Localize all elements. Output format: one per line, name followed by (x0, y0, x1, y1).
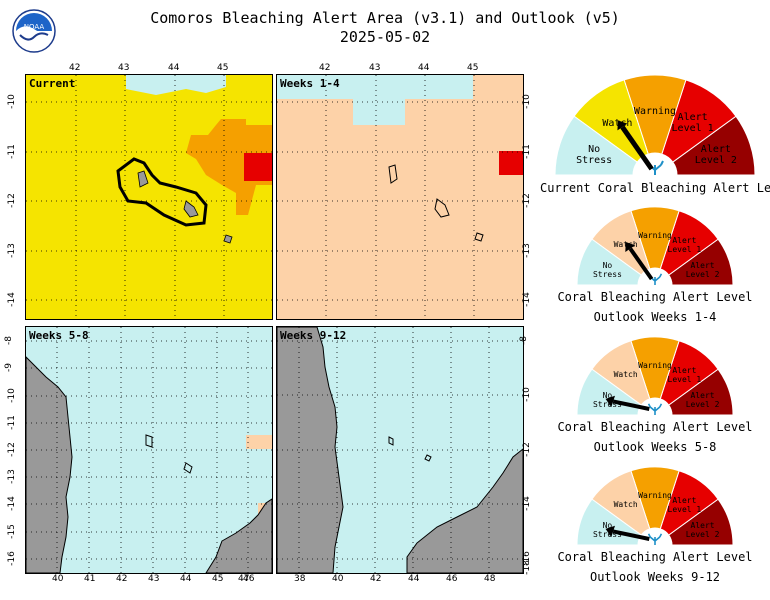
weeks-9-12-map-svg (277, 327, 523, 573)
gauge-label-warning: Warning (638, 230, 672, 240)
lon-tick-label: 40 (332, 574, 344, 584)
gauge-caption: Coral Bleaching Alert Level (557, 420, 753, 434)
map-panel-weeks-9-12: Weeks 9-12 (276, 326, 524, 574)
gauge-label-warning: Warning (633, 105, 677, 117)
lon-tick-label: 44 (180, 574, 192, 584)
lon-tick-label: 48 (484, 574, 496, 584)
coral-icon (647, 533, 663, 545)
gauge-label-alert1: Alert Level 1 (667, 365, 702, 384)
lon-tick-label: 42 (319, 63, 331, 73)
lon-tick-label: 42 (370, 574, 382, 584)
gauge-pointer-head (605, 525, 616, 538)
gauge-caption: Outlook Weeks 9-12 (589, 570, 721, 584)
gauge-pointer (620, 125, 654, 171)
panel-label: Weeks 1-4 (280, 77, 340, 90)
noaa-logo: NOAA (12, 9, 56, 53)
noaa-logo-text: NOAA (24, 23, 45, 31)
gauge-pointer (612, 399, 650, 411)
lon-tick-label: 45 (217, 63, 229, 73)
lon-tick-label: 41 (84, 574, 96, 584)
gauge-label-watch: Watch (613, 500, 638, 510)
map-panel-weeks-5-8: Weeks 5-8 (25, 326, 273, 574)
gauge-caption: Outlook Weeks 1-4 (593, 310, 717, 324)
gauge-label-watch: Watch (602, 117, 633, 129)
gauge-label-alert1: Alert Level 1 (667, 235, 702, 254)
gauge-label-no-stress: No Stress (592, 390, 622, 409)
gauge-caption: Coral Bleaching Alert Level (557, 290, 753, 304)
lon-tick-label: 46 (243, 574, 255, 584)
gauge-pointer (612, 529, 650, 541)
gauge-label-alert1: Alert Level 1 (671, 112, 714, 135)
gauge-label-no-stress: No Stress (592, 520, 622, 539)
map-panel-weeks-1-4: Weeks 1-4 (276, 74, 524, 320)
gauge-caption: Coral Bleaching Alert Level (557, 550, 753, 564)
page-date: 2025-05-02 (339, 28, 431, 46)
gauge-hub (638, 528, 672, 545)
weeks-1-4-map-svg (277, 75, 523, 319)
lon-tick-label: 42 (69, 63, 81, 73)
lon-tick-label: 40 (52, 574, 64, 584)
lon-tick-label: 45 (212, 574, 224, 584)
lon-tick-label: 42 (116, 574, 128, 584)
panel-label: Weeks 9-12 (280, 329, 347, 342)
lon-tick-label: 44 (168, 63, 180, 73)
lon-tick-label: 44 (418, 63, 430, 73)
gauge-label-warning: Warning (638, 490, 672, 500)
map-panel-current: Current (25, 74, 273, 320)
lon-tick-label: 43 (148, 574, 160, 584)
gauge-label-alert1: Alert Level 1 (667, 495, 702, 514)
gauge-pointer-head (617, 120, 628, 131)
weeks-5-8-map-svg (26, 327, 272, 573)
panel-label: Current (29, 77, 76, 90)
gauge-caption: Current Coral Bleaching Alert Level (540, 181, 770, 195)
gauge-label-watch: Watch (613, 240, 638, 250)
gauge-label-no-stress: No Stress (576, 144, 613, 167)
lon-tick-label: 43 (369, 63, 381, 73)
lon-tick-label: 45 (467, 63, 479, 73)
lon-tick-label: 47 (238, 574, 250, 584)
gauge-label-alert2: Alert Level 2 (685, 390, 720, 409)
lon-tick-label: 44 (408, 574, 420, 584)
gauge-label-alert2: Alert Level 2 (694, 144, 737, 167)
gauge-label-alert2: Alert Level 2 (685, 260, 720, 279)
gauge-caption: Outlook Weeks 5-8 (593, 440, 717, 454)
gauge-pointer-head (625, 241, 636, 252)
coral-icon (647, 273, 663, 285)
gauge-hub (638, 398, 672, 415)
page-title: Comoros Bleaching Alert Area (v3.1) and … (150, 9, 620, 27)
gauge-label-alert2: Alert Level 2 (685, 520, 720, 539)
coral-icon (647, 403, 663, 415)
lon-tick-label: 43 (118, 63, 130, 73)
gauge-label-warning: Warning (638, 360, 672, 370)
gauge-label-no-stress: No Stress (592, 260, 622, 279)
gauge-label-watch: Watch (613, 370, 638, 380)
gauge-pointer-head (605, 395, 616, 408)
lon-tick-label: 38 (294, 574, 306, 584)
current-map-svg (26, 75, 272, 319)
lon-tick-label: 46 (446, 574, 458, 584)
panel-label: Weeks 5-8 (29, 329, 89, 342)
gauge-pointer (628, 247, 654, 281)
